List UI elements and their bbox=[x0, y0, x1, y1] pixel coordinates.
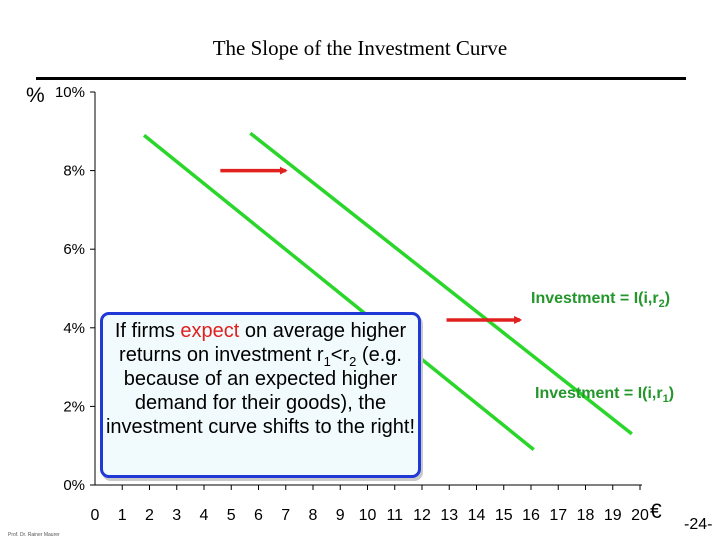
x-tick-label: 2 bbox=[145, 507, 154, 524]
x-tick-label: 13 bbox=[440, 507, 458, 524]
x-tick-label: 6 bbox=[254, 507, 263, 524]
explanation-note: If firms expect on average higher return… bbox=[100, 312, 421, 478]
x-tick-label: 4 bbox=[200, 507, 209, 524]
x-tick-label: 17 bbox=[549, 507, 567, 524]
x-tick-label: 7 bbox=[281, 507, 290, 524]
note-sub-1: 1 bbox=[323, 354, 331, 369]
investment-curve-r2 bbox=[249, 131, 633, 436]
chart-title: The Slope of the Investment Curve bbox=[212, 36, 508, 60]
x-tick-label: 16 bbox=[522, 507, 540, 524]
x-tick-label: 19 bbox=[604, 507, 622, 524]
x-tick-label: 0 bbox=[91, 507, 100, 524]
curve-label-r1-suffix: ) bbox=[668, 385, 675, 402]
y-tick-label: 8% bbox=[63, 163, 85, 180]
x-tick-label: 3 bbox=[172, 507, 181, 524]
note-sub-2: 2 bbox=[349, 354, 357, 369]
x-tick-label: 14 bbox=[468, 507, 486, 524]
investment-curve-r1 bbox=[142, 133, 535, 451]
x-tick-label: 8 bbox=[309, 507, 318, 524]
curve-label-r2-prefix: Investment = I(i,r bbox=[531, 290, 659, 307]
y-tick-label: 6% bbox=[63, 241, 85, 258]
x-tick-label: 11 bbox=[386, 507, 403, 524]
y-tick-label: 10% bbox=[55, 84, 85, 101]
title-rule bbox=[36, 77, 686, 80]
y-unit-label: % bbox=[26, 84, 45, 107]
curve-label-r1-prefix: Investment = I(i,r bbox=[535, 385, 663, 402]
x-tick-label: 1 bbox=[118, 507, 127, 524]
x-tick-label: 10 bbox=[359, 507, 377, 524]
page-number: -24- bbox=[684, 516, 713, 533]
curve-label-r2-suffix: ) bbox=[664, 290, 671, 307]
y-tick-label: 2% bbox=[63, 398, 85, 415]
curve-label-r2: Investment = I(i,r2) bbox=[531, 290, 671, 311]
curve-label-r1-sub: 1 bbox=[662, 393, 669, 406]
x-tick-label: 15 bbox=[495, 507, 513, 524]
note-text-4: (e.g. because of an expected higher dema… bbox=[105, 344, 416, 438]
footer-author: Prof. Dr. Rainer Maurer bbox=[8, 532, 60, 538]
curve-label-r1: Investment = I(i,r1) bbox=[535, 385, 675, 406]
x-tick-label: 18 bbox=[577, 507, 595, 524]
note-text-2: on average higher returns on investment … bbox=[119, 320, 407, 366]
x-tick-label: 9 bbox=[336, 507, 345, 524]
x-unit-label: € bbox=[650, 500, 662, 523]
x-tick-label: 5 bbox=[227, 507, 236, 524]
note-highlight-expect: expect bbox=[180, 320, 240, 342]
x-tick-label: 20 bbox=[631, 507, 649, 524]
note-text-1: If firms bbox=[114, 320, 181, 342]
x-tick-label: 12 bbox=[413, 507, 431, 524]
note-text-3: <r bbox=[330, 344, 350, 366]
y-tick-label: 0% bbox=[63, 477, 85, 494]
y-tick-label: 4% bbox=[63, 320, 85, 337]
curve-label-r2-sub: 2 bbox=[658, 298, 665, 311]
